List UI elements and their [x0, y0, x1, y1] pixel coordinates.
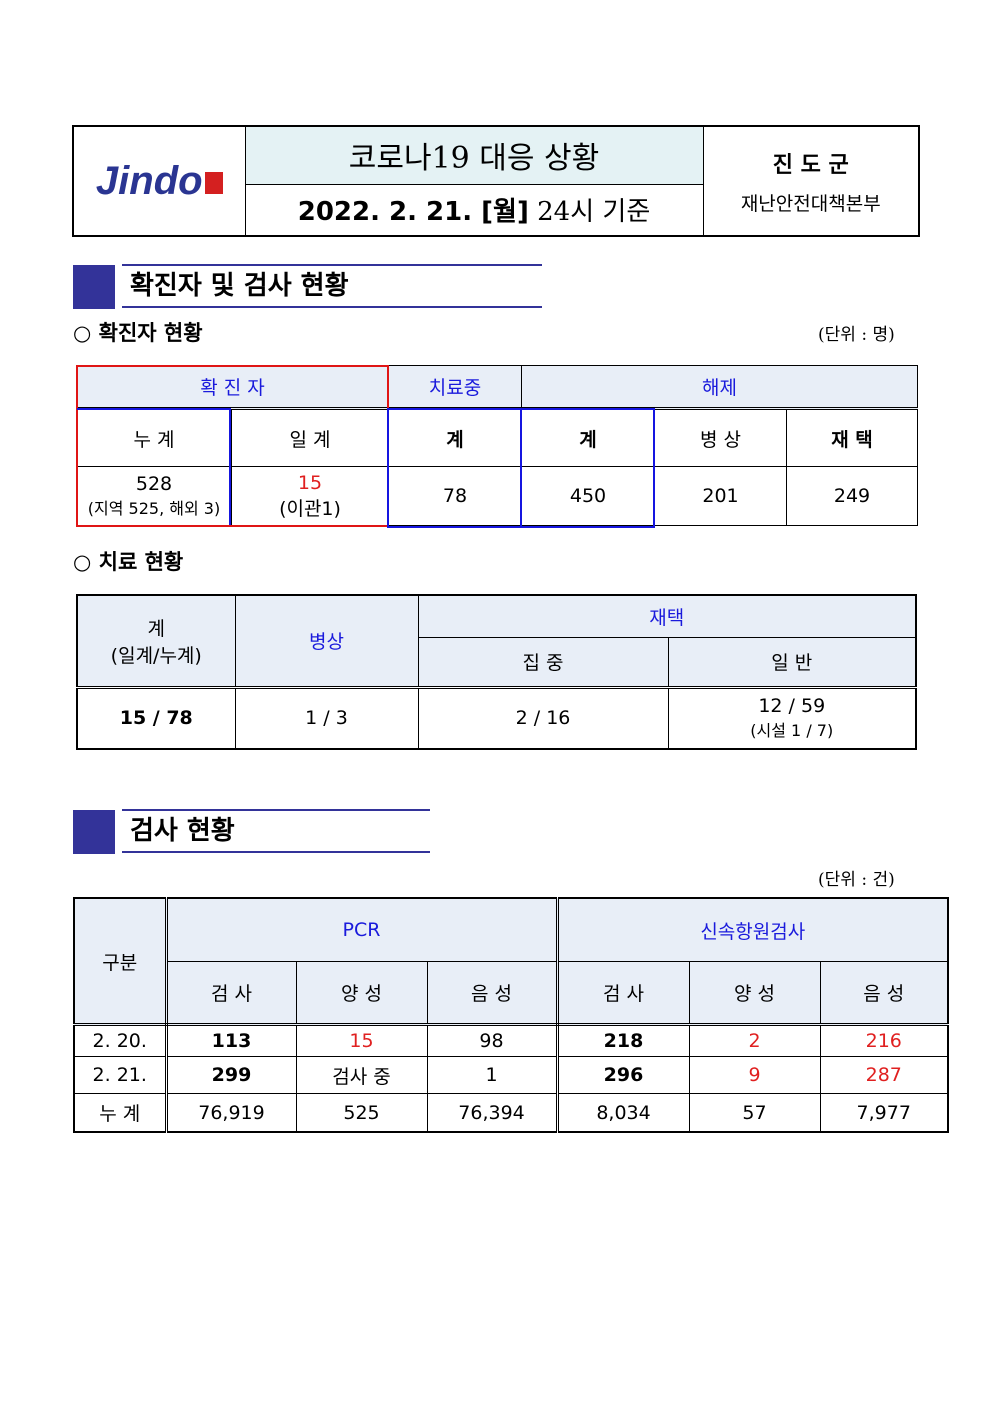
table-cell: 8,034 [556, 1093, 690, 1133]
table-row: 2. 21. 299 검사 중 1 296 9 287 [73, 1056, 949, 1095]
table-cell: 216 [819, 1024, 949, 1058]
header-category: 구분 [73, 897, 168, 1027]
doc-date: 2022. 2. 21. [월] 24시 기준 [244, 183, 704, 237]
cell-intensive: 2 / 16 [417, 686, 669, 750]
col-header: 양 성 [688, 961, 821, 1027]
table-cell: 299 [165, 1056, 297, 1095]
section-title: 검사 현황 [122, 809, 430, 853]
cell-sum: 15 / 78 [76, 686, 236, 750]
section-title: 확진자 및 검사 현황 [122, 264, 542, 308]
subheading: ○ 치료 현황 [73, 550, 184, 574]
table-cell: 9 [688, 1056, 821, 1095]
header-home: 재택 [417, 594, 917, 638]
cell-hospital: 201 [654, 466, 787, 526]
cell-home: 249 [786, 466, 918, 526]
header-treating: 치료중 [388, 365, 522, 410]
cell-released: 450 [521, 466, 655, 526]
table-cell: 76,919 [165, 1093, 297, 1133]
table-cell: 7,977 [819, 1093, 949, 1133]
header-confirmed: 확 진 자 [76, 365, 389, 410]
table-cell: 113 [165, 1024, 297, 1058]
header-sum: 계 (일계/누계) [76, 594, 236, 689]
col-home: 재 택 [786, 408, 918, 467]
table-row: 2. 20. 113 15 98 218 2 216 [73, 1024, 949, 1058]
header-rapid: 신속항원검사 [556, 897, 949, 963]
header-hospital: 병상 [234, 594, 419, 689]
col-hospital: 병 상 [654, 408, 787, 467]
col-header: 검 사 [556, 961, 690, 1027]
table-cell: 218 [556, 1024, 690, 1058]
logo: Jindo [72, 125, 246, 237]
section-marker [73, 810, 115, 854]
header-general: 일 반 [667, 636, 917, 689]
cell-hospital: 1 / 3 [234, 686, 419, 750]
table-row: 누 계 76,919 525 76,394 8,034 57 7,977 [73, 1093, 949, 1133]
header-released: 해제 [521, 365, 918, 410]
header-pcr: PCR [165, 897, 559, 963]
col-daily: 일 계 [231, 408, 389, 467]
highlight-blue [77, 408, 231, 525]
header-intensive: 집 중 [417, 636, 669, 689]
row-label: 누 계 [73, 1093, 168, 1133]
row-label: 2. 20. [73, 1024, 168, 1058]
doc-title: 코로나19 대응 상황 [244, 125, 704, 185]
col-header: 음 성 [819, 961, 949, 1027]
cell-treating: 78 [388, 466, 522, 526]
table-cell: 296 [556, 1056, 690, 1095]
table-cell: 15 [295, 1024, 428, 1058]
subheading: ○ 확진자 현황 [73, 321, 203, 345]
unit-label: (단위 : 명) [818, 325, 895, 345]
highlight-blue [520, 408, 655, 528]
table-cell: 76,394 [426, 1093, 559, 1133]
table-cell: 2 [688, 1024, 821, 1058]
org: 진 도 군 재난안전대책본부 [702, 125, 920, 237]
col-header: 검 사 [165, 961, 297, 1027]
cell-general: 12 / 59 (시설 1 / 7) [667, 686, 917, 750]
cell-total: 528 (지역 525, 해외 3) [76, 466, 232, 526]
section-marker [73, 265, 115, 309]
table-cell: 검사 중 [295, 1056, 428, 1095]
table-cell: 287 [819, 1056, 949, 1095]
header-table: Jindo 코로나19 대응 상황 진 도 군 재난안전대책본부 2022. 2.… [72, 125, 920, 237]
table-cell: 98 [426, 1024, 559, 1058]
col-header: 양 성 [295, 961, 428, 1027]
col-header: 음 성 [426, 961, 559, 1027]
table-cell: 1 [426, 1056, 559, 1095]
table-cell: 57 [688, 1093, 821, 1133]
cell-daily: 15 (이관1) [231, 466, 389, 526]
row-label: 2. 21. [73, 1056, 168, 1095]
highlight-blue [387, 408, 522, 528]
col-total: 누 계 [76, 408, 232, 467]
unit-label: (단위 : 건) [818, 870, 895, 890]
table-cell: 525 [295, 1093, 428, 1133]
